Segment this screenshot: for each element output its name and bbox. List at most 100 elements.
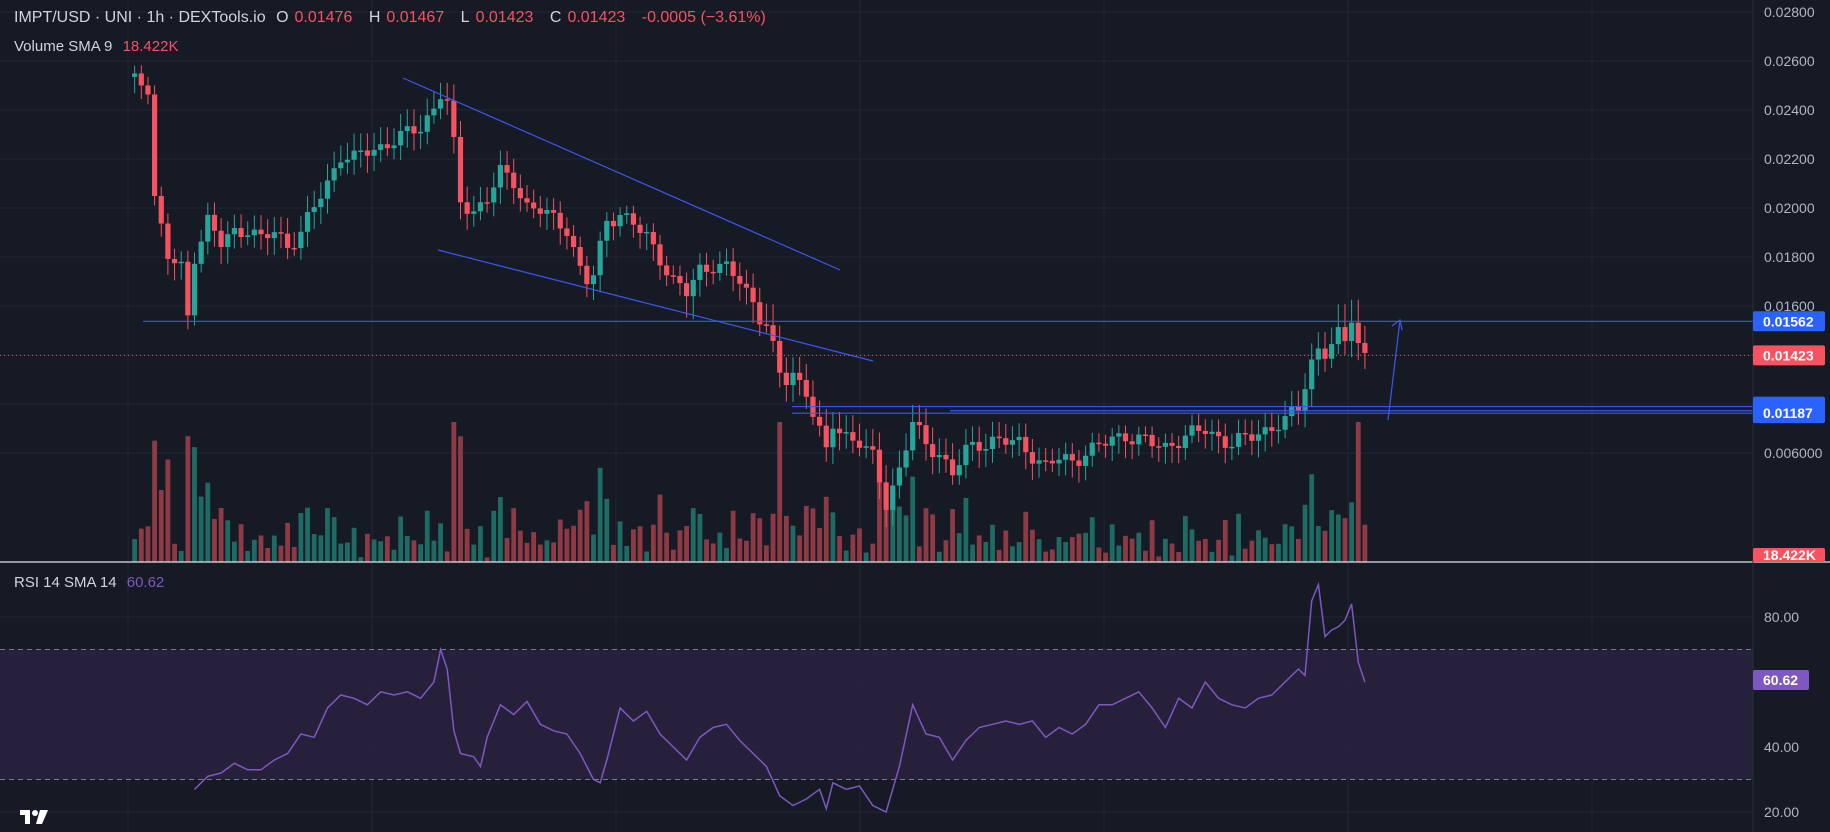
volume-bar [690, 508, 696, 562]
volume-bar [1169, 543, 1175, 562]
candle-body [1235, 433, 1242, 447]
rsi-value-badge [1753, 669, 1809, 690]
volume-bar [1216, 539, 1221, 562]
volume-bar [577, 509, 583, 562]
price-axis-tick: 0.02600 [1764, 53, 1815, 69]
candle-body [1229, 446, 1235, 449]
volume-badge-label: 18.422K [1763, 547, 1816, 563]
candle-body [1255, 434, 1262, 441]
wedge-upper-trendline[interactable] [402, 77, 841, 271]
candle-body [271, 232, 277, 239]
volume-bar [1089, 517, 1095, 562]
candle-body [983, 449, 989, 451]
candle-body [491, 187, 497, 203]
candle-body [165, 223, 171, 259]
breakout-arrow[interactable] [1387, 319, 1401, 421]
volume-bar [730, 510, 736, 562]
volume-bar [1003, 530, 1009, 562]
candle-body [1176, 445, 1182, 449]
candle-body [398, 131, 404, 146]
volume-bar [458, 436, 463, 562]
volume-bar [537, 544, 543, 562]
volume-bar [212, 518, 217, 562]
price-axis-tick: 0.006000 [1764, 445, 1823, 461]
candle-body [896, 467, 902, 486]
candle-body [637, 224, 643, 233]
volume-bar [1302, 504, 1308, 562]
candle-body [590, 275, 597, 285]
candle-body [624, 213, 630, 216]
candle-body [823, 425, 829, 448]
candle-body [411, 126, 417, 134]
volume-bar [1322, 530, 1328, 562]
volume-bar [584, 501, 590, 562]
open-label: O [276, 9, 289, 26]
volume-bar [710, 543, 716, 562]
rsi-legend: RSI 14 SMA 14 60.62 [14, 574, 170, 591]
candle-body [1162, 442, 1168, 447]
volume-bar [930, 514, 936, 562]
candle-body [856, 440, 863, 448]
volume-bar [1329, 510, 1335, 562]
volume-bar [797, 535, 803, 562]
wedge-lower-trendline[interactable] [437, 249, 874, 362]
rsi-line [193, 581, 1366, 814]
candle-body [324, 180, 331, 199]
candle-body [404, 126, 410, 132]
volume-bar [1149, 520, 1155, 562]
candle-body [1342, 327, 1348, 342]
low-value: 0.01423 [475, 9, 534, 26]
candle-body [1275, 429, 1282, 432]
volume-bar [704, 539, 709, 562]
candle-body [604, 220, 610, 241]
breakout-arrow-head [1391, 318, 1403, 331]
volume-bar [298, 513, 304, 562]
volume-bar [464, 528, 470, 562]
candle-body [1149, 434, 1155, 447]
volume-bar [1163, 538, 1168, 562]
candle-body [963, 444, 969, 466]
volume-bar [331, 517, 337, 562]
candle-body [1249, 434, 1255, 441]
volume-bar [1209, 551, 1215, 562]
candle-body [657, 244, 663, 266]
volume-bar [451, 422, 457, 562]
volume-bar [165, 459, 171, 562]
candle-body [703, 264, 710, 272]
volume-bar [531, 532, 537, 562]
price-legend: IMPT/USD · UNI · 1h · DEXTools.io O 0.014… [14, 9, 772, 27]
rsi-axis-tick: 40.00 [1764, 739, 1799, 755]
volume-bar [1202, 538, 1208, 562]
volume-bar [637, 526, 643, 562]
volume-bar [670, 549, 676, 562]
volume-bar [1256, 530, 1261, 562]
volume-bar [983, 541, 989, 562]
price-axis-tick: 0.02800 [1764, 4, 1815, 20]
candle-body [338, 162, 344, 169]
volume-bar [624, 545, 630, 562]
volume-bar [517, 530, 523, 562]
volume-bar [1176, 551, 1182, 562]
volume-bar [305, 507, 310, 562]
candle-body [1076, 460, 1082, 466]
volume-bar [810, 508, 816, 562]
candle-body [843, 432, 849, 434]
tradingview-logo-icon[interactable] [18, 804, 52, 828]
volume-bar [1269, 544, 1275, 562]
candle-body [717, 263, 723, 273]
candle-body [890, 485, 896, 510]
volume-bar [1129, 538, 1135, 562]
price-axis-tick: 0.02400 [1764, 102, 1815, 118]
volume-bar [1355, 422, 1361, 562]
volume-bar [1043, 551, 1049, 562]
candle-body [304, 212, 311, 232]
candle-body [185, 261, 191, 316]
high-value: 0.01467 [386, 9, 445, 26]
volume-bar [378, 541, 384, 562]
candle-body [743, 283, 750, 288]
volume-bar [391, 549, 397, 562]
candle-body [218, 230, 224, 248]
candle-body [863, 446, 869, 448]
volume-bar [837, 535, 842, 562]
